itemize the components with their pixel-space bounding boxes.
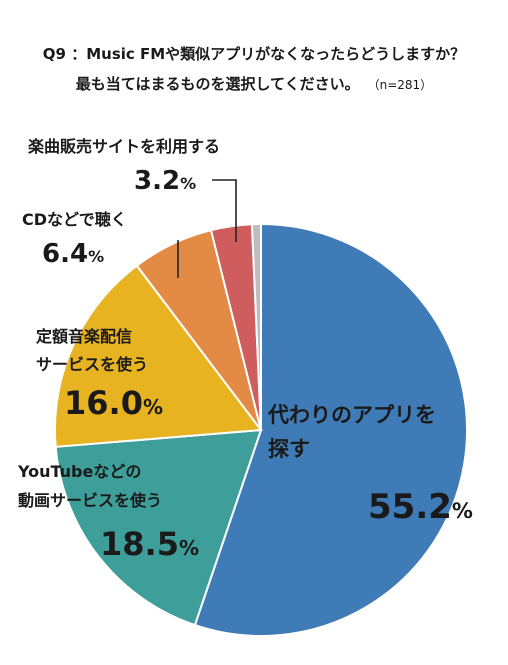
- slice-value-unit-2: %: [143, 395, 163, 419]
- slice-label-1-line-1: 動画サービスを使う: [18, 491, 162, 510]
- slice-value-3: 6.4%: [42, 239, 104, 269]
- slice-value-unit-4: %: [180, 174, 196, 193]
- pie-slice-2: [54, 264, 263, 448]
- slice-label-2-line-1: サービスを使う: [36, 355, 148, 374]
- slice-label-3-line-0: CDなどで聴く: [22, 210, 127, 229]
- title-line-2: 最も当てはまるものを選択してください。 （n=281）: [0, 74, 508, 95]
- slice-value-unit-0: %: [452, 499, 473, 523]
- pie-slice-1: [54, 428, 263, 627]
- slice-label-0-line-1: 探す: [268, 437, 310, 461]
- slice-label-0-line-0: 代わりのアプリを: [267, 403, 436, 427]
- title-line-1: Q9 ：Music FMや類似アプリがなくなったらどうしますか？: [42, 45, 466, 63]
- pie-slice-0: [193, 222, 469, 637]
- leader-line-4: [212, 179, 237, 242]
- sample-size: （n=281）: [373, 78, 433, 92]
- slice-value-4: 3.2%: [134, 166, 196, 196]
- slice-label-1-line-0: YouTubeなどの: [17, 462, 141, 481]
- title-line-2-text: 最も当てはまるものを選択してください。: [75, 75, 360, 93]
- slice-value-unit-3: %: [88, 247, 104, 266]
- slice-value-unit-1: %: [179, 536, 199, 560]
- slice-label-2-line-0: 定額音楽配信: [35, 327, 132, 346]
- chart-title: Q9 ：Music FMや類似アプリがなくなったらどうしますか？ 最も当てはまる…: [0, 44, 508, 95]
- pie-slice-5: [250, 222, 262, 431]
- slice-label-4-line-0: 楽曲販売サイトを利用する: [27, 137, 220, 156]
